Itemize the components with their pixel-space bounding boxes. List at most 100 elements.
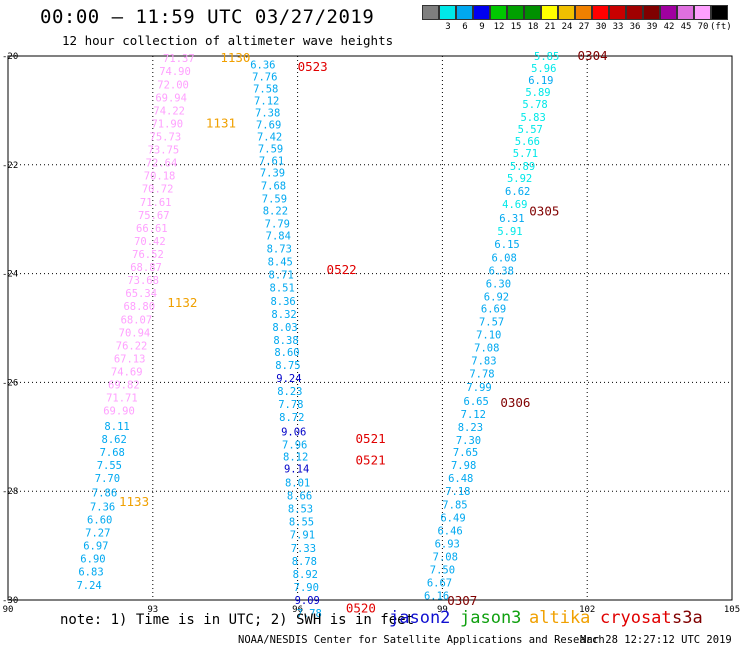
pass-label-cryosat: 0521 bbox=[356, 431, 386, 446]
colorbar-tick-label: 6 bbox=[462, 22, 468, 32]
swh-value-cryosat: 7.42 bbox=[257, 132, 282, 144]
swh-value-altika: 8.62 bbox=[102, 434, 127, 446]
colorbar-swatch bbox=[694, 5, 711, 20]
lon-tick-label: 93 bbox=[147, 605, 158, 615]
swh-value-s3a: 7.83 bbox=[471, 356, 496, 368]
swh-value-cryosat: 8.73 bbox=[267, 244, 292, 256]
swh-value-s3a: 7.18 bbox=[445, 486, 470, 498]
swh-value-s3a: 6.08 bbox=[492, 252, 517, 264]
swh-value-cryosat: 8.12 bbox=[283, 451, 308, 463]
swh-value-s3a: 5.57 bbox=[518, 124, 543, 136]
swh-value-altika: 6.83 bbox=[78, 567, 103, 579]
colorbar-swatch bbox=[592, 5, 609, 20]
swh-value-cryosat: 7.91 bbox=[290, 530, 315, 542]
swh-value-altika: 70.94 bbox=[119, 327, 151, 339]
pass-label-s3a: 0304 bbox=[578, 48, 608, 63]
pass-label-altika: 1130 bbox=[220, 50, 250, 65]
swh-value-cryosat: 7.61 bbox=[259, 155, 284, 167]
colorbar-unit-label: (ft) bbox=[710, 22, 732, 32]
colorbar-swatch bbox=[609, 5, 626, 20]
pass-label-cryosat: 0521 bbox=[356, 453, 386, 468]
swh-value-cryosat: 8.55 bbox=[289, 517, 314, 529]
swh-value-s3a: 6.69 bbox=[481, 303, 506, 315]
pass-label-s3a: 0307 bbox=[447, 593, 477, 608]
swh-value-cryosat: 8.38 bbox=[273, 335, 298, 347]
colorbar-swatch bbox=[422, 5, 439, 20]
swh-value-cryosat: 8.32 bbox=[271, 309, 296, 321]
swh-value-cryosat: 8.78 bbox=[292, 556, 317, 568]
swh-value-s3a: 5.89 bbox=[525, 87, 550, 99]
swh-value-cryosat: 7.78 bbox=[297, 608, 322, 620]
swh-value-cryosat: 8.60 bbox=[274, 347, 299, 359]
colorbar-tick-label: 45 bbox=[680, 22, 692, 32]
swh-value-altika: 76.22 bbox=[116, 340, 148, 352]
swh-value-s3a: 6.93 bbox=[435, 538, 460, 550]
pass-label-s3a: 0306 bbox=[500, 395, 530, 410]
colorbar-swatch bbox=[507, 5, 524, 20]
swh-value-altika: 72.00 bbox=[157, 79, 189, 91]
swh-value-s3a: 5.89 bbox=[510, 161, 535, 173]
swh-value-cryosat: 8.51 bbox=[270, 283, 295, 295]
swh-value-altika: 68.80 bbox=[123, 301, 155, 313]
swh-value-cryosat: 8.75 bbox=[275, 360, 300, 372]
colorbar-swatch bbox=[541, 5, 558, 20]
lon-tick-label: 102 bbox=[579, 605, 595, 615]
legend-jason2-label: jason2 bbox=[389, 608, 451, 628]
colorbar-tick-label: 27 bbox=[578, 22, 590, 32]
swh-value-altika: 69.94 bbox=[155, 92, 187, 104]
swh-value-s3a: 6.16 bbox=[424, 591, 449, 603]
map-frame-layer bbox=[7, 55, 733, 601]
legend-jason3-label: jason3 bbox=[460, 608, 522, 628]
colorbar-tick-label: 70 bbox=[697, 22, 709, 32]
swh-value-s3a: 8.23 bbox=[458, 422, 483, 434]
colorbar-tick-label: 39 bbox=[646, 22, 658, 32]
swh-value-altika: 71.37 bbox=[163, 53, 195, 65]
colorbar-swatch bbox=[524, 5, 541, 20]
swh-value-s3a: 5.85 bbox=[534, 51, 559, 63]
swh-value-cryosat: 7.78 bbox=[278, 399, 303, 411]
colorbar-tick-label: 9 bbox=[479, 22, 485, 32]
swh-value-altika: 68.87 bbox=[130, 262, 162, 274]
colorbar-swatch bbox=[660, 5, 677, 20]
legend-cryosat-label: cryosat bbox=[600, 608, 672, 628]
swh-value-altika: 75.67 bbox=[138, 210, 170, 222]
swh-value-altika: 73.75 bbox=[148, 145, 180, 157]
swh-value-s3a: 7.10 bbox=[476, 330, 501, 342]
swh-value-altika: 71.90 bbox=[151, 118, 183, 130]
lat-tick-label: -20 bbox=[2, 52, 18, 62]
swh-value-cryosat: 8.71 bbox=[269, 270, 294, 282]
credit-line: NOAA/NESDIS Center for Satellite Applica… bbox=[238, 634, 605, 646]
swh-value-s3a: 6.46 bbox=[437, 525, 462, 537]
swh-value-altika: 7.70 bbox=[95, 473, 120, 485]
colorbar-swatch bbox=[439, 5, 456, 20]
swh-value-s3a: 7.50 bbox=[430, 565, 455, 577]
swh-value-cryosat: 8.36 bbox=[270, 296, 295, 308]
lat-tick-label: -26 bbox=[2, 378, 18, 388]
swh-value-cryosat: 7.33 bbox=[291, 543, 316, 555]
pass-label-s3a: 0305 bbox=[529, 203, 559, 218]
swh-value-cryosat: 8.03 bbox=[272, 322, 297, 334]
map-subtitle: 12 hour collection of altimeter wave hei… bbox=[62, 33, 394, 48]
colorbar-swatch bbox=[490, 5, 507, 20]
lon-tick-label: 96 bbox=[292, 605, 303, 615]
colorbar-tick-label: 21 bbox=[544, 22, 556, 32]
lat-tick-label: -24 bbox=[2, 270, 18, 280]
colorbar-tick-label: 24 bbox=[561, 22, 573, 32]
swh-value-altika: 74.22 bbox=[153, 105, 185, 117]
swh-value-cryosat: 7.90 bbox=[294, 582, 319, 594]
swh-value-s3a: 7.57 bbox=[479, 316, 504, 328]
swh-value-s3a: 5.96 bbox=[531, 63, 556, 75]
colorbar-tick-label: 36 bbox=[629, 22, 641, 32]
swh-value-s3a: 6.31 bbox=[499, 213, 524, 225]
swh-value-altika: 73.68 bbox=[127, 275, 159, 287]
swh-value-cryosat: 7.38 bbox=[255, 108, 280, 120]
swh-value-cryosat: 6.36 bbox=[250, 60, 275, 72]
swh-value-s3a: 5.83 bbox=[520, 112, 545, 124]
pass-label-altika: 1131 bbox=[206, 115, 236, 130]
legend-cryosat: cryosat bbox=[600, 608, 672, 628]
swh-value-cryosat: 8.92 bbox=[293, 569, 318, 581]
swh-value-s3a: 6.38 bbox=[489, 265, 514, 277]
